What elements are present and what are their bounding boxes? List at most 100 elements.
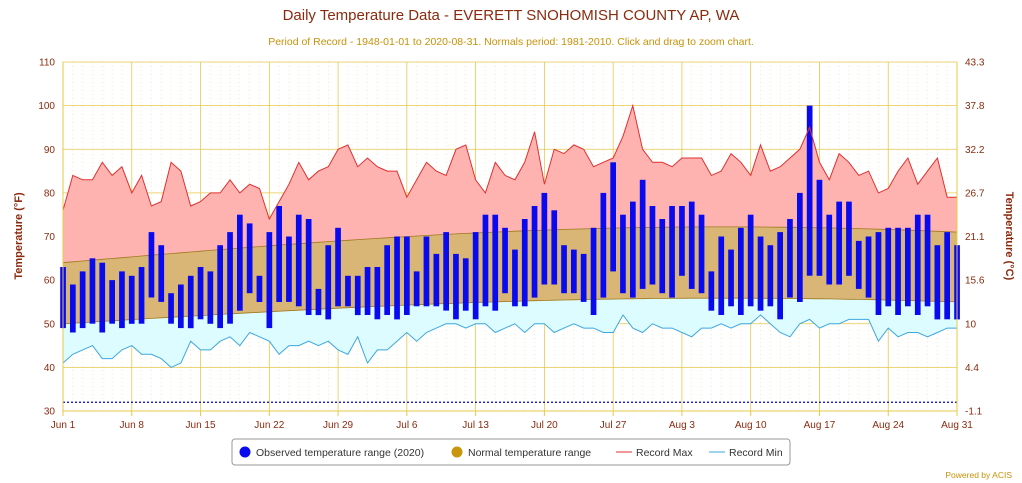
observed-bar[interactable] xyxy=(70,284,76,333)
observed-bar[interactable] xyxy=(846,201,852,276)
observed-bar[interactable] xyxy=(639,179,646,289)
observed-bar[interactable] xyxy=(158,245,165,302)
observed-bar[interactable] xyxy=(708,271,715,311)
observed-bar[interactable] xyxy=(502,227,508,294)
observed-bar[interactable] xyxy=(531,206,538,298)
observed-bar[interactable] xyxy=(905,227,911,307)
observed-bar[interactable] xyxy=(767,245,774,307)
observed-bar[interactable] xyxy=(590,227,597,315)
observed-bar[interactable] xyxy=(453,253,459,320)
observed-bar[interactable] xyxy=(168,293,174,324)
legend-record-max-label[interactable]: Record Max xyxy=(636,447,693,459)
observed-bar[interactable] xyxy=(354,275,361,316)
observed-bar[interactable] xyxy=(305,219,312,315)
observed-bar[interactable] xyxy=(875,232,882,315)
observed-bar[interactable] xyxy=(914,214,921,315)
observed-bar[interactable] xyxy=(187,275,194,329)
observed-bar[interactable] xyxy=(482,214,489,307)
observed-bar[interactable] xyxy=(462,258,469,311)
observed-bar[interactable] xyxy=(246,223,253,294)
observed-bar[interactable] xyxy=(148,232,155,298)
observed-bar[interactable] xyxy=(521,219,528,307)
observed-bar[interactable] xyxy=(315,288,322,316)
observed-bar[interactable] xyxy=(787,219,793,298)
observed-bar[interactable] xyxy=(79,271,86,329)
observed-bar[interactable] xyxy=(394,236,400,320)
legend-record-min-label[interactable]: Record Min xyxy=(729,447,783,459)
observed-bar[interactable] xyxy=(364,267,371,315)
observed-bar[interactable] xyxy=(472,232,479,320)
observed-bar[interactable] xyxy=(404,236,410,316)
observed-bar[interactable] xyxy=(826,214,833,285)
observed-bar[interactable] xyxy=(620,214,626,294)
legend: Observed temperature range (2020) Normal… xyxy=(231,438,791,466)
observed-bar[interactable] xyxy=(561,245,567,294)
legend-observed-label[interactable]: Observed temperature range (2020) xyxy=(256,447,424,459)
observed-bar[interactable] xyxy=(797,192,803,302)
observed-bar[interactable] xyxy=(227,232,233,324)
credit-text[interactable]: Powered by ACIS xyxy=(945,470,1012,480)
observed-bar[interactable] xyxy=(865,236,872,298)
observed-bar[interactable] xyxy=(669,206,675,298)
observed-bar[interactable] xyxy=(109,280,115,324)
observed-bar[interactable] xyxy=(128,275,135,324)
observed-bar[interactable] xyxy=(384,245,390,315)
observed-bar[interactable] xyxy=(256,275,263,302)
observed-bar[interactable] xyxy=(237,214,243,311)
observed-bar[interactable] xyxy=(698,214,705,294)
x-tick-label: Aug 3 xyxy=(669,420,696,431)
observed-bar[interactable] xyxy=(885,227,892,307)
record-max-line[interactable] xyxy=(62,103,957,221)
observed-bar[interactable] xyxy=(443,232,449,311)
observed-bar[interactable] xyxy=(580,253,587,302)
observed-bar[interactable] xyxy=(217,245,223,329)
observed-bar[interactable] xyxy=(138,267,145,324)
observed-bar[interactable] xyxy=(924,214,931,307)
observed-bar[interactable] xyxy=(197,267,204,320)
observed-bar[interactable] xyxy=(335,227,341,307)
observed-bar[interactable] xyxy=(806,105,813,276)
observed-bar[interactable] xyxy=(757,236,764,311)
observed-bar[interactable] xyxy=(688,201,695,289)
observed-bar[interactable] xyxy=(934,245,941,320)
observed-bar[interactable] xyxy=(600,192,607,298)
observed-bar[interactable] xyxy=(659,219,666,294)
observed-bar[interactable] xyxy=(423,236,430,307)
observed-bar[interactable] xyxy=(747,214,754,307)
observed-bar[interactable] xyxy=(895,227,901,315)
observed-bar[interactable] xyxy=(836,201,842,285)
observed-bar[interactable] xyxy=(433,253,440,307)
observed-bar[interactable] xyxy=(286,236,292,302)
observed-bar[interactable] xyxy=(679,206,685,276)
observed-bar[interactable] xyxy=(944,232,950,320)
observed-bar[interactable] xyxy=(178,284,184,329)
observed-bar[interactable] xyxy=(649,206,656,285)
observed-bar[interactable] xyxy=(119,271,125,329)
observed-bar[interactable] xyxy=(374,267,381,320)
observed-bar[interactable] xyxy=(99,262,106,333)
observed-bar[interactable] xyxy=(325,245,332,320)
observed-bar[interactable] xyxy=(512,249,518,307)
observed-bar[interactable] xyxy=(266,232,273,329)
observed-bar[interactable] xyxy=(816,179,823,276)
observed-bar[interactable] xyxy=(777,232,783,320)
observed-bar[interactable] xyxy=(345,275,351,307)
observed-bar[interactable] xyxy=(728,249,734,307)
observed-bar[interactable] xyxy=(571,249,577,294)
observed-bar[interactable] xyxy=(541,192,548,285)
observed-bar[interactable] xyxy=(276,206,282,302)
observed-bar[interactable] xyxy=(207,271,214,324)
record-min-line[interactable] xyxy=(62,314,957,368)
observed-bar[interactable] xyxy=(295,214,302,307)
observed-bar[interactable] xyxy=(551,210,558,285)
observed-bar[interactable] xyxy=(610,162,616,272)
observed-bar[interactable] xyxy=(630,201,636,298)
observed-bar[interactable] xyxy=(492,214,499,311)
observed-bar[interactable] xyxy=(89,258,96,324)
observed-bar[interactable] xyxy=(738,227,744,315)
observed-bar[interactable] xyxy=(413,271,420,307)
observed-bar[interactable] xyxy=(855,240,862,289)
observed-bar[interactable] xyxy=(718,236,725,316)
legend-normal-label[interactable]: Normal temperature range xyxy=(468,447,591,459)
